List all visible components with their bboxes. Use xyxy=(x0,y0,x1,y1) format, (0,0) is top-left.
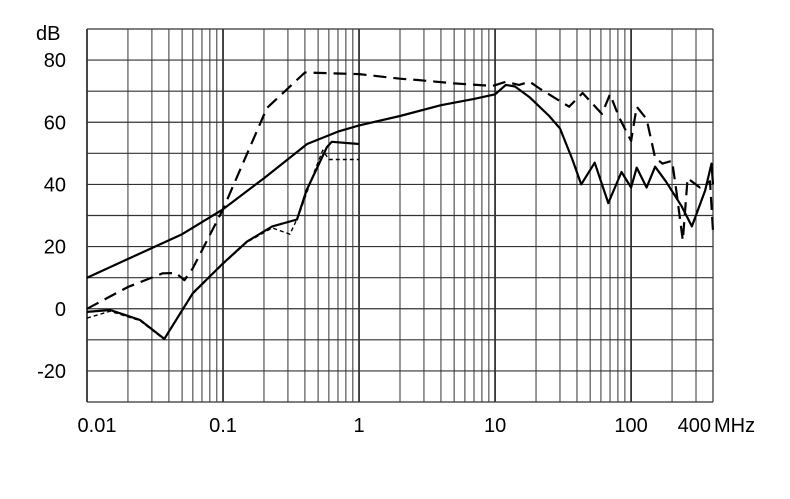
y-tick-label: 80 xyxy=(44,50,66,72)
x-tick-label: 0.1 xyxy=(209,415,237,437)
y-tick-label: 40 xyxy=(44,174,66,196)
y-tick-label: 0 xyxy=(55,299,66,321)
grid xyxy=(86,28,714,403)
x-tick-label: 1 xyxy=(353,415,364,437)
x-tick-label: 100 xyxy=(614,415,647,437)
series-line-3-solid xyxy=(86,140,360,340)
series-group xyxy=(86,71,715,341)
y-tick-label: 20 xyxy=(44,237,66,259)
y-axis-label: dB xyxy=(36,23,60,45)
tick-labels: 80 60 40 20 0 -20 0.01 0.1 1 10 100 400 xyxy=(37,50,711,437)
y-tick-label: 60 xyxy=(44,112,66,134)
series-line-1-solid xyxy=(86,83,715,279)
series-line-2-dashed xyxy=(86,71,715,310)
x-axis-unit: MHz xyxy=(714,415,755,437)
y-tick-label: -20 xyxy=(37,361,66,383)
x-tick-label: 0.01 xyxy=(78,415,117,437)
x-tick-label: 400 xyxy=(678,415,711,437)
x-tick-label: 10 xyxy=(484,415,506,437)
